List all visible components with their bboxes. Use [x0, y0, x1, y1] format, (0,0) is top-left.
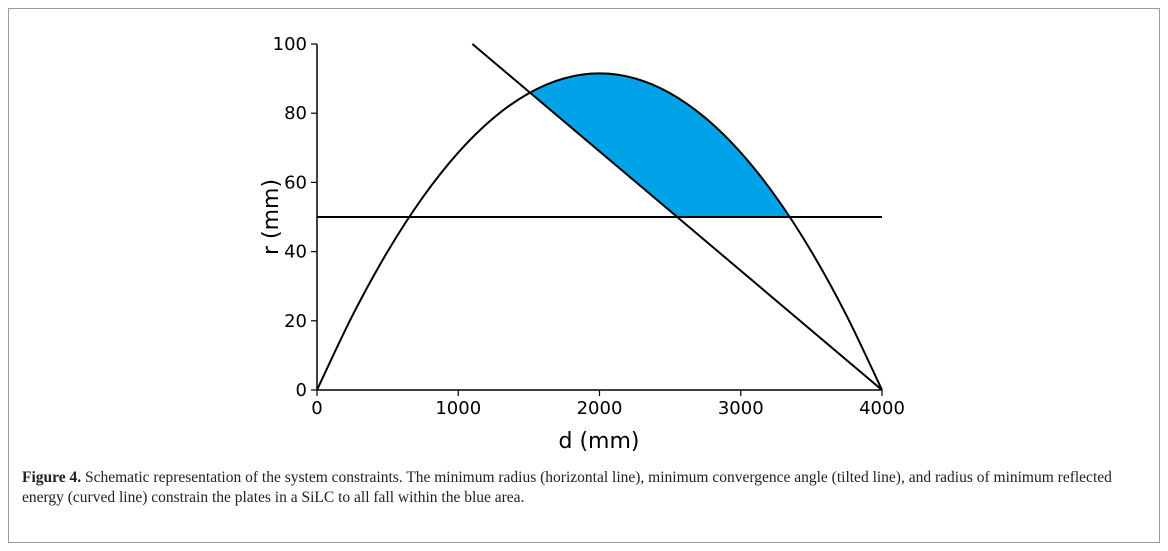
- y-tick-label: 20: [284, 311, 307, 332]
- y-tick-label: 0: [296, 380, 307, 401]
- x-tick-label: 4000: [859, 398, 905, 419]
- y-tick-label: 100: [273, 34, 307, 55]
- caption: Figure 4. Schematic representation of th…: [22, 468, 1142, 508]
- y-tick-label: 40: [284, 242, 307, 263]
- y-tick-label: 60: [284, 172, 307, 193]
- chart: d (mm) r (mm) 0 1000 2000 3000 4000 0 20 40 60 80…: [259, 34, 905, 454]
- x-axis-label: d (mm): [559, 429, 640, 454]
- caption-label: Figure 4.: [22, 469, 82, 486]
- figure-frame: [8, 8, 1160, 543]
- y-axis-label: r (mm): [259, 179, 284, 255]
- x-tick-label: 1000: [435, 398, 481, 419]
- x-tick-label: 0: [311, 398, 322, 419]
- x-tick-label: 3000: [718, 398, 764, 419]
- caption-text: Schematic representation of the system c…: [22, 469, 1112, 506]
- y-tick-label: 80: [284, 103, 307, 124]
- constraint-line: [316, 72, 883, 391]
- x-tick-label: 2000: [577, 398, 623, 419]
- feasible-region: [472, 73, 882, 217]
